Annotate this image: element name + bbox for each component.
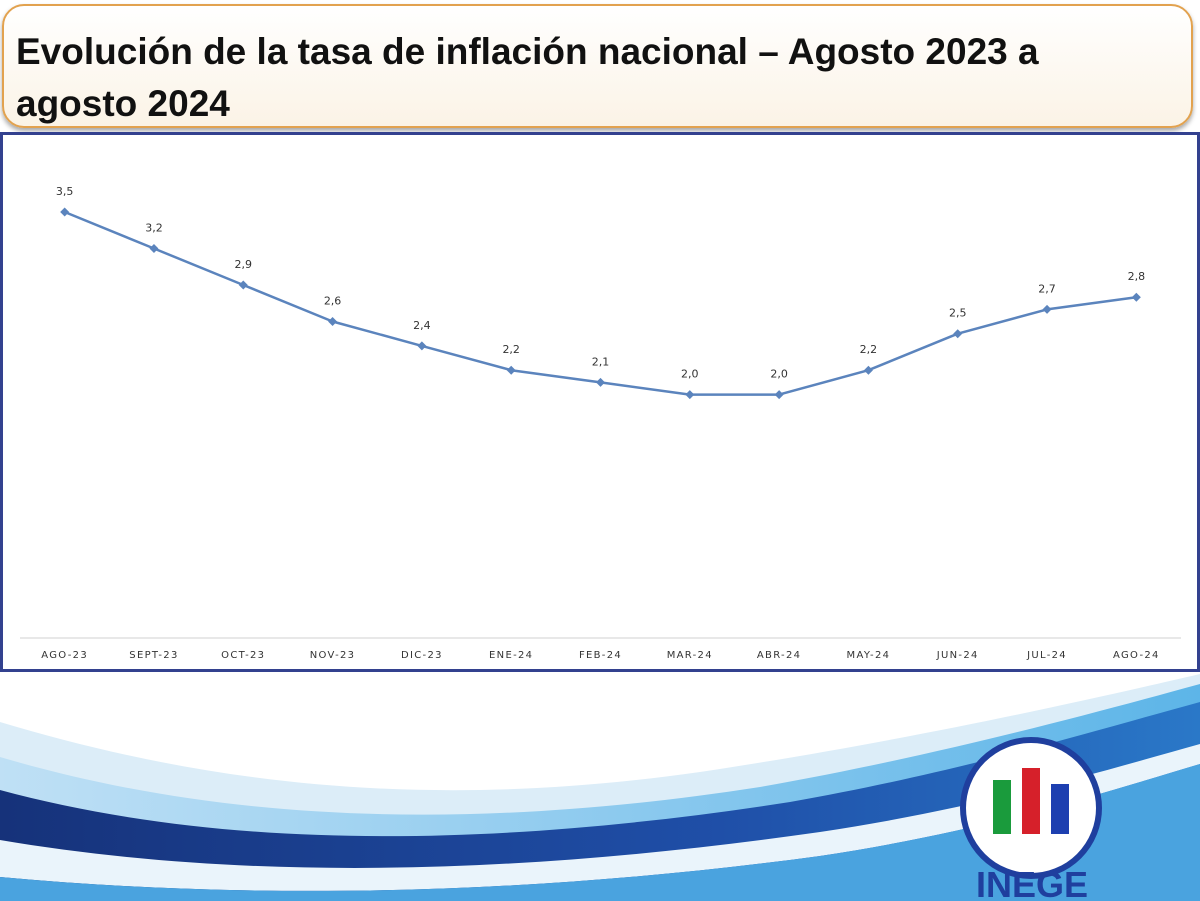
data-point-marker bbox=[1042, 304, 1052, 314]
data-label: 2,7 bbox=[1038, 282, 1056, 295]
data-point-marker bbox=[328, 317, 338, 327]
data-label: 2,4 bbox=[413, 319, 431, 332]
swoosh-white-band bbox=[0, 744, 1200, 891]
logo-bar-blue bbox=[1051, 784, 1069, 834]
x-tick-label: ENE-24 bbox=[489, 650, 533, 661]
chart-frame: 3,5 3,2 2,9 2,6 2,4 2,2 2,1 2,0 2,0 2,2 2,5 2,7 2,8 … bbox=[0, 132, 1200, 672]
data-label: 2,0 bbox=[770, 368, 788, 381]
data-point-marker bbox=[506, 365, 516, 375]
title-banner: Evolución de la tasa de inflación nacion… bbox=[2, 4, 1193, 128]
x-tick-label: OCT-23 bbox=[221, 650, 265, 661]
data-point-marker bbox=[596, 377, 605, 387]
logo-bar-red bbox=[1022, 768, 1040, 834]
series-layer bbox=[60, 207, 1141, 400]
data-label: 2,2 bbox=[502, 343, 520, 356]
data-point-marker bbox=[1131, 292, 1141, 302]
data-point-marker bbox=[60, 207, 70, 217]
inflation-line-chart: 3,53,22,92,62,42,22,12,0 2,02,22,52,72,8 … bbox=[20, 185, 1181, 661]
data-point-marker bbox=[953, 329, 963, 339]
x-tick-label: DIC-23 bbox=[401, 650, 443, 661]
x-tick-label: AGO-23 bbox=[41, 650, 88, 661]
logo-bar-green bbox=[993, 780, 1011, 834]
decorative-swoosh: INEGE bbox=[0, 674, 1200, 901]
page-title: Evolución de la tasa de inflación nacion… bbox=[16, 31, 1039, 124]
data-label-layer: 3,5 3,2 2,9 2,6 2,4 2,2 2,1 2,0 2,0 2,2 2,5 2,7 2,8 bbox=[56, 185, 1145, 381]
x-tick-layer: AGO-23 SEPT-23 OCT-23 NOV-23 DIC-23 ENE-24 FEB… bbox=[41, 650, 1160, 661]
inege-logo: INEGE bbox=[960, 737, 1102, 901]
x-tick-label: SEPT-23 bbox=[129, 650, 178, 661]
data-label: 2,6 bbox=[324, 295, 342, 308]
x-tick-label: JUN-24 bbox=[936, 650, 979, 661]
x-tick-label: AGO-24 bbox=[1113, 650, 1160, 661]
data-point-marker bbox=[774, 390, 784, 400]
data-label: 2,1 bbox=[592, 355, 610, 368]
data-label: 2,5 bbox=[949, 307, 967, 320]
x-tick-label: FEB-24 bbox=[579, 650, 622, 661]
x-tick-label: NOV-23 bbox=[310, 650, 356, 661]
data-label: 2,0 bbox=[681, 368, 699, 381]
data-point-marker bbox=[685, 390, 695, 400]
logo-text: INEGE bbox=[976, 864, 1088, 901]
x-tick-label: ABR-24 bbox=[757, 650, 801, 661]
data-label: 2,2 bbox=[860, 343, 878, 356]
data-point-marker bbox=[238, 280, 248, 290]
swoosh-bottom bbox=[0, 764, 1200, 901]
x-tick-label: MAR-24 bbox=[667, 650, 713, 661]
data-point-marker bbox=[863, 365, 873, 375]
data-label: 3,2 bbox=[145, 222, 163, 235]
data-point-marker bbox=[417, 341, 427, 351]
data-label: 3,5 bbox=[56, 185, 74, 198]
data-label: 2,8 bbox=[1128, 270, 1146, 283]
data-point-marker bbox=[149, 244, 159, 254]
x-tick-label: JUL-24 bbox=[1026, 650, 1067, 661]
data-label: 2,9 bbox=[235, 258, 253, 271]
x-tick-label: MAY-24 bbox=[847, 650, 891, 661]
